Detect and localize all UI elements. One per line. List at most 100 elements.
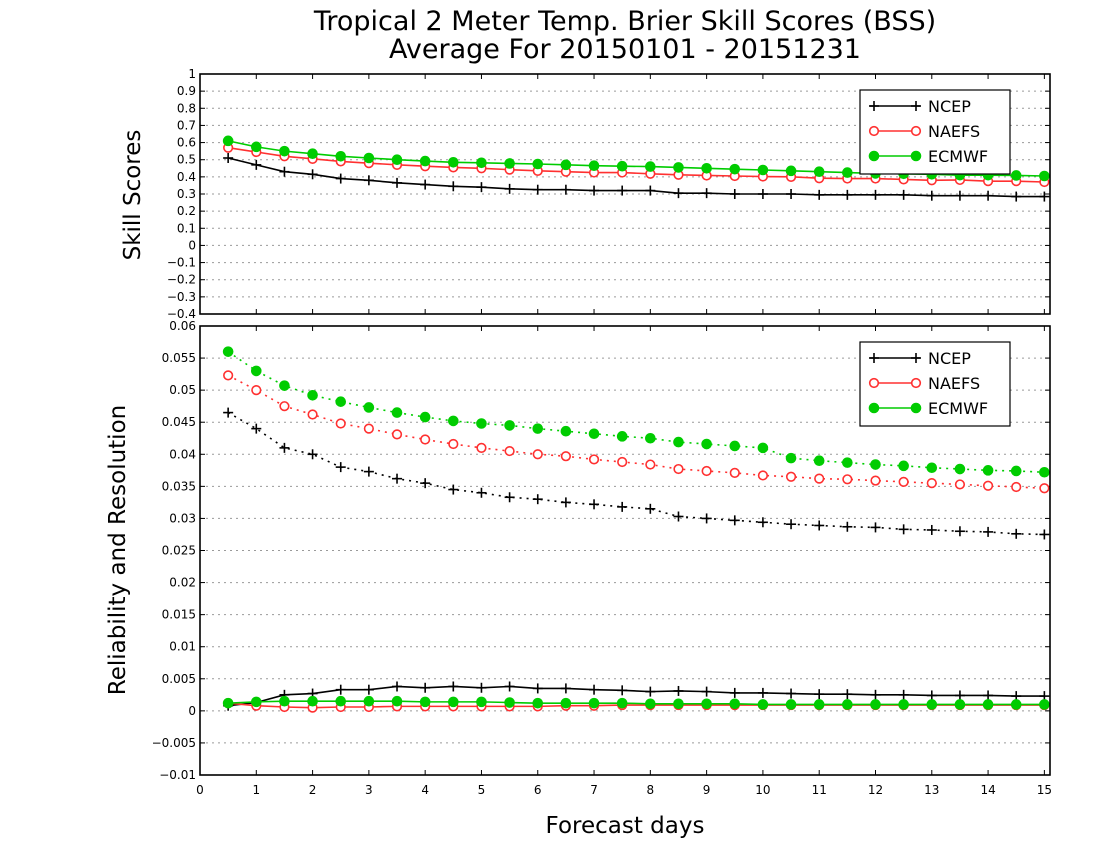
y-tick-label: 0.01 <box>169 640 196 654</box>
series-naefs-dotted <box>223 370 1050 494</box>
data-point <box>560 497 571 508</box>
data-point <box>504 420 515 431</box>
data-point <box>645 185 656 196</box>
data-point <box>757 442 769 454</box>
data-point <box>589 185 600 196</box>
y-tick-label: 0.045 <box>162 415 196 429</box>
y-tick-label: 0.02 <box>169 576 196 590</box>
data-point <box>842 699 853 710</box>
y-tick-label: 0 <box>188 238 196 252</box>
data-point <box>560 697 572 709</box>
data-point <box>898 699 909 710</box>
y-tick-label: 0.015 <box>162 608 196 622</box>
data-point <box>335 462 346 473</box>
legend-marker <box>910 402 922 414</box>
y-tick-label: 0.005 <box>162 672 196 686</box>
data-point <box>701 438 712 450</box>
data-point <box>448 156 459 168</box>
x-tick-label: 10 <box>755 783 770 797</box>
data-point <box>223 153 234 163</box>
y-tick-label: 0.06 <box>169 319 196 333</box>
data-point <box>954 479 966 490</box>
legend-label: NCEP <box>928 97 971 116</box>
data-point <box>926 690 937 701</box>
data-point <box>813 166 825 178</box>
x-tick-label: 9 <box>703 783 711 797</box>
x-tick-label: 8 <box>647 783 655 797</box>
legend-entry-ncep: NCEP <box>869 97 971 116</box>
data-point <box>645 503 656 514</box>
data-point <box>701 698 712 710</box>
data-point <box>420 434 431 445</box>
data-point <box>363 175 374 186</box>
y-tick-label: 0.055 <box>162 351 196 365</box>
data-point <box>560 425 572 437</box>
data-point <box>532 184 543 195</box>
data-point <box>532 449 543 460</box>
legend-label: NCEP <box>928 349 971 368</box>
data-point <box>476 696 487 708</box>
legend-box <box>859 341 1011 427</box>
data-point <box>645 698 656 710</box>
y-tick-label: −0.2 <box>167 273 196 287</box>
x-tick-label: 1 <box>252 783 260 797</box>
data-point <box>1039 466 1050 478</box>
data-point <box>898 524 909 535</box>
data-point <box>617 185 628 196</box>
data-point <box>813 455 825 467</box>
x-tick-label: 0 <box>196 783 204 797</box>
y-tick-label: 0.6 <box>177 136 196 150</box>
data-point <box>279 442 290 453</box>
data-point <box>279 380 290 391</box>
data-point <box>363 152 375 164</box>
y-tick-label: −0.3 <box>167 290 196 304</box>
data-point <box>419 155 431 167</box>
data-point <box>222 346 234 357</box>
y-tick-label: −0.1 <box>167 256 196 270</box>
data-point <box>729 698 741 710</box>
data-point <box>673 698 684 710</box>
data-point <box>757 517 768 528</box>
x-tick-label: 5 <box>478 783 486 797</box>
data-point <box>982 480 994 491</box>
data-point <box>448 415 459 427</box>
y-tick-label: 0.03 <box>169 511 196 525</box>
data-point <box>1039 191 1050 202</box>
data-point <box>335 684 346 695</box>
data-point <box>392 473 403 484</box>
legend-entry-ecmwf: ECMWF <box>868 399 988 418</box>
data-point <box>335 695 347 707</box>
data-point <box>307 169 318 180</box>
data-point <box>645 432 656 444</box>
data-point <box>588 697 600 709</box>
legend-label: NAEFS <box>928 122 980 141</box>
data-point <box>532 158 544 170</box>
data-point <box>448 438 459 450</box>
data-point <box>560 184 571 195</box>
data-point <box>589 499 600 510</box>
y-tick-label: 0.9 <box>177 84 196 98</box>
data-point <box>532 697 544 709</box>
data-point <box>870 475 881 486</box>
y-tick-label: 0.3 <box>177 187 196 201</box>
y-tick-label: 0.8 <box>177 101 196 115</box>
legend-entry-ncep: NCEP <box>869 349 971 368</box>
data-point <box>870 189 881 200</box>
data-point <box>814 520 825 531</box>
data-point <box>870 459 881 470</box>
data-point <box>476 418 487 429</box>
data-point <box>335 396 347 407</box>
data-point <box>926 462 938 474</box>
data-point <box>250 365 262 377</box>
data-point <box>870 699 881 710</box>
data-point <box>898 460 909 472</box>
data-point <box>391 407 403 418</box>
data-point <box>645 686 656 697</box>
series-ecmwf-solid <box>222 135 1050 182</box>
data-point <box>279 145 290 157</box>
legend-box <box>859 89 1011 175</box>
legend-label: ECMWF <box>928 147 988 166</box>
data-point <box>251 423 262 434</box>
data-point <box>926 699 938 710</box>
series-ecmwf-dotted <box>222 346 1050 478</box>
